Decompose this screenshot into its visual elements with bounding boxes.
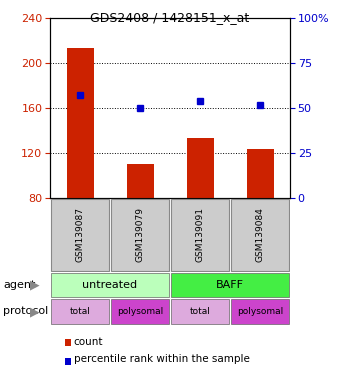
Bar	[51, 300, 109, 324]
Text: GSM139087: GSM139087	[75, 207, 85, 263]
Bar	[111, 300, 169, 324]
Bar	[126, 164, 153, 198]
Text: BAFF: BAFF	[216, 280, 244, 290]
Text: ▶: ▶	[30, 305, 39, 318]
Bar	[111, 199, 169, 270]
Text: GSM139084: GSM139084	[255, 208, 265, 262]
Text: untreated: untreated	[82, 280, 138, 290]
Text: ▶: ▶	[30, 278, 39, 291]
Bar	[231, 199, 289, 270]
Text: protocol: protocol	[3, 306, 49, 316]
Text: GSM139091: GSM139091	[195, 207, 204, 263]
Text: GSM139079: GSM139079	[136, 207, 144, 263]
Bar	[231, 300, 289, 324]
Bar	[171, 273, 289, 297]
Text: total: total	[70, 307, 90, 316]
Text: total: total	[190, 307, 210, 316]
Bar	[171, 199, 229, 270]
Text: polysomal: polysomal	[117, 307, 163, 316]
Bar	[246, 149, 273, 198]
Text: count: count	[74, 336, 103, 346]
Text: GDS2408 / 1428151_x_at: GDS2408 / 1428151_x_at	[90, 11, 250, 24]
Text: polysomal: polysomal	[237, 307, 283, 316]
Text: percentile rank within the sample: percentile rank within the sample	[74, 354, 250, 364]
Bar	[171, 300, 229, 324]
Text: agent: agent	[3, 280, 36, 290]
Bar	[51, 199, 109, 270]
Bar	[67, 48, 94, 198]
Bar	[187, 138, 214, 198]
Bar	[51, 273, 169, 297]
